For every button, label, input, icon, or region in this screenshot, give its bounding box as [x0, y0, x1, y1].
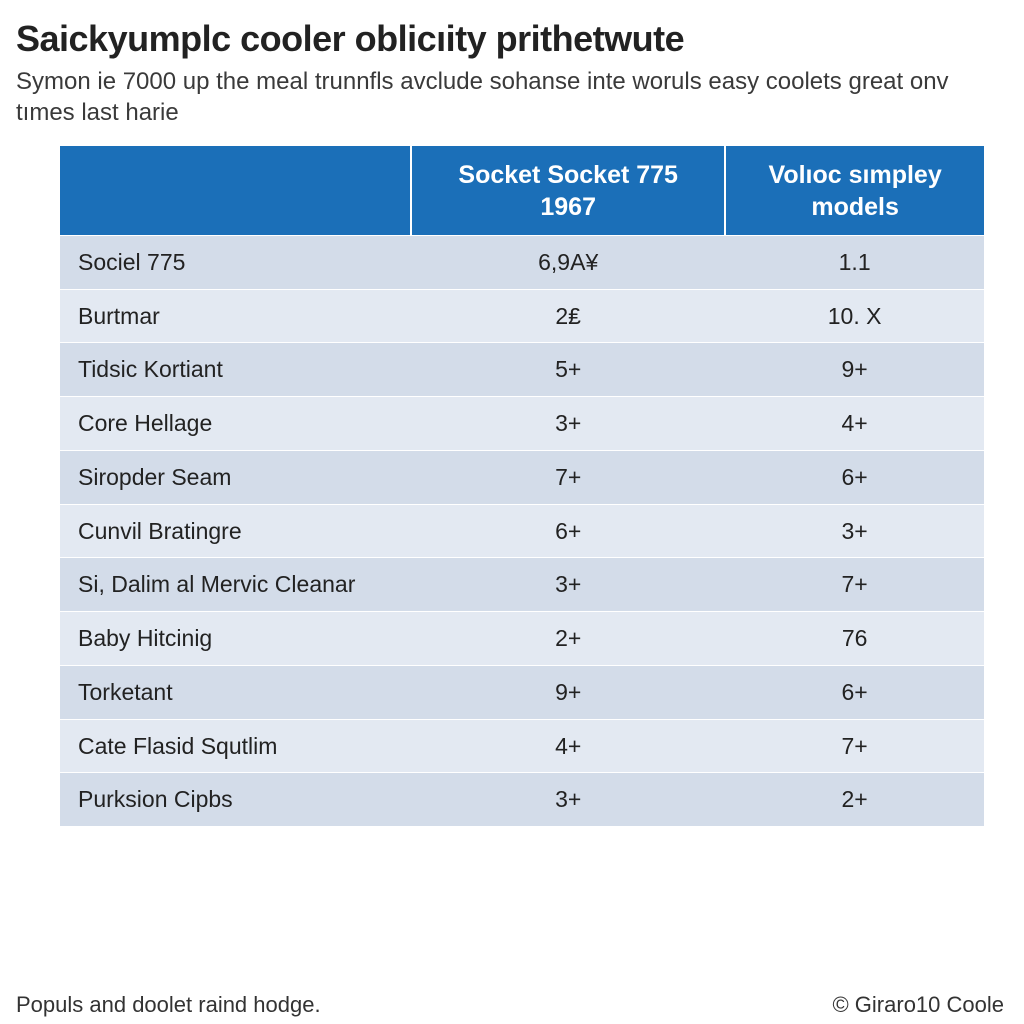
cell-col1: 7+: [411, 450, 725, 504]
cell-col1: 2₤: [411, 289, 725, 343]
cell-col2: 10. X: [725, 289, 984, 343]
cell-col0: Si, Dalim al Mervic Cleanar: [60, 558, 411, 612]
table-row: Burtmar2₤10. X: [60, 289, 984, 343]
cell-col1: 3+: [411, 397, 725, 451]
table-row: Baby Hitcinig2+76: [60, 612, 984, 666]
page-title: Saickyumplc cooler oblicıity prithetwute: [16, 18, 1008, 60]
header-cell-2: Volıoc sımpley models: [725, 146, 984, 235]
cell-col1: 2+: [411, 612, 725, 666]
header-cell-1: Socket Socket 775 1967: [411, 146, 725, 235]
footer-credit: © Giraro10 Coole: [832, 992, 1004, 1018]
header-cell-2-line2: models: [736, 192, 974, 223]
cell-col1: 5+: [411, 343, 725, 397]
cell-col2: 9+: [725, 343, 984, 397]
table-row: Torketant9+6+: [60, 665, 984, 719]
cell-col1: 6,9A¥: [411, 235, 725, 289]
cell-col0: Torketant: [60, 665, 411, 719]
table-row: Siropder Seam7+6+: [60, 450, 984, 504]
cell-col0: Burtmar: [60, 289, 411, 343]
footer-note: Populs and doolet raind hodge.: [16, 992, 321, 1018]
cell-col0: Cunvil Bratingre: [60, 504, 411, 558]
cell-col1: 9+: [411, 665, 725, 719]
cell-col1: 6+: [411, 504, 725, 558]
table-row: Si, Dalim al Mervic Cleanar3+7+: [60, 558, 984, 612]
header-cell-2-line1: Volıoc sımpley: [736, 160, 974, 191]
cell-col0: Tidsic Kortiant: [60, 343, 411, 397]
cell-col1: 3+: [411, 558, 725, 612]
cell-col2: 6+: [725, 450, 984, 504]
footer: Populs and doolet raind hodge. © Giraro1…: [16, 992, 1008, 1024]
table-row: Cunvil Bratingre6+3+: [60, 504, 984, 558]
header-cell-0: [60, 146, 411, 235]
table-container: Socket Socket 775 1967 Volıoc sımpley mo…: [16, 146, 1008, 826]
page-subtitle: Symon ie 7000 up the meal trunnfls avclu…: [16, 66, 976, 128]
table-row: Tidsic Kortiant5+9+: [60, 343, 984, 397]
page: Saickyumplc cooler oblicıity prithetwute…: [0, 0, 1024, 1024]
cell-col0: Sociel 775: [60, 235, 411, 289]
cell-col0: Baby Hitcinig: [60, 612, 411, 666]
cell-col1: 4+: [411, 719, 725, 773]
cell-col0: Purksion Cipbs: [60, 773, 411, 826]
cell-col2: 76: [725, 612, 984, 666]
cell-col0: Siropder Seam: [60, 450, 411, 504]
cell-col2: 6+: [725, 665, 984, 719]
cell-col0: Core Hellage: [60, 397, 411, 451]
header-cell-1-line2: 1967: [422, 192, 714, 223]
cell-col0: Cate Flasid Squtlim: [60, 719, 411, 773]
table-row: Purksion Cipbs3+2+: [60, 773, 984, 826]
table-row: Sociel 7756,9A¥1.1: [60, 235, 984, 289]
cell-col2: 7+: [725, 558, 984, 612]
comparison-table: Socket Socket 775 1967 Volıoc sımpley mo…: [60, 146, 984, 826]
cell-col2: 2+: [725, 773, 984, 826]
table-body: Sociel 7756,9A¥1.1Burtmar2₤10. XTidsic K…: [60, 235, 984, 826]
header-cell-1-line1: Socket Socket 775: [422, 160, 714, 191]
cell-col2: 3+: [725, 504, 984, 558]
cell-col2: 4+: [725, 397, 984, 451]
cell-col2: 1.1: [725, 235, 984, 289]
table-row: Core Hellage3+4+: [60, 397, 984, 451]
cell-col1: 3+: [411, 773, 725, 826]
cell-col2: 7+: [725, 719, 984, 773]
table-row: Cate Flasid Squtlim4+7+: [60, 719, 984, 773]
table-header: Socket Socket 775 1967 Volıoc sımpley mo…: [60, 146, 984, 235]
